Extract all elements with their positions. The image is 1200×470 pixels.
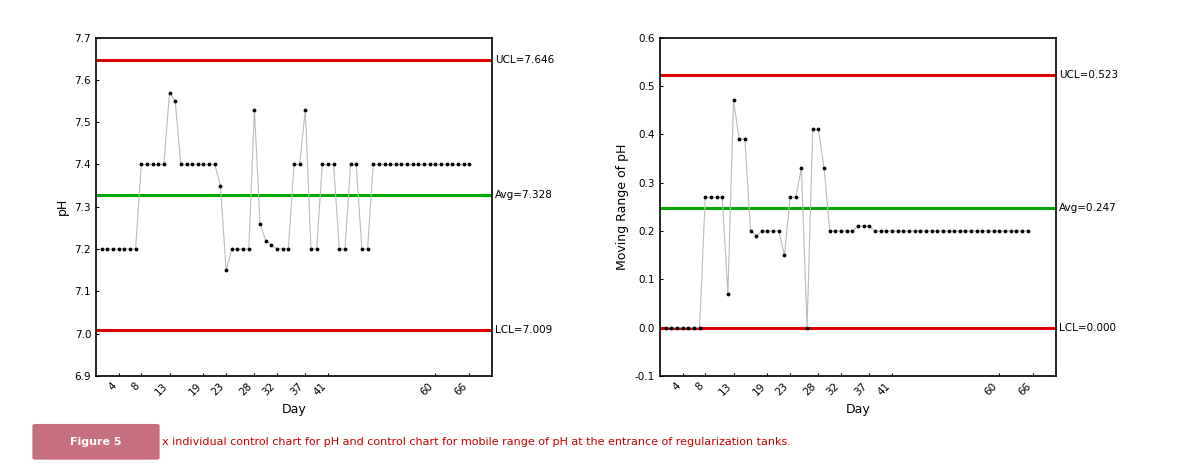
Text: Avg=7.328: Avg=7.328 xyxy=(494,190,553,200)
Y-axis label: pH: pH xyxy=(56,198,68,215)
Text: LCL=0.000: LCL=0.000 xyxy=(1058,323,1116,333)
Text: UCL=0.523: UCL=0.523 xyxy=(1058,70,1118,80)
X-axis label: Day: Day xyxy=(282,403,306,416)
Y-axis label: Moving Range of pH: Moving Range of pH xyxy=(617,144,629,270)
Text: LCL=7.009: LCL=7.009 xyxy=(494,325,552,335)
Text: Figure 5: Figure 5 xyxy=(71,437,121,447)
Text: UCL=7.646: UCL=7.646 xyxy=(494,55,554,65)
FancyBboxPatch shape xyxy=(32,424,160,460)
Text: x individual control chart for pH and control chart for mobile range of pH at th: x individual control chart for pH and co… xyxy=(162,437,791,447)
Text: Avg=0.247: Avg=0.247 xyxy=(1058,203,1116,213)
X-axis label: Day: Day xyxy=(846,403,870,416)
